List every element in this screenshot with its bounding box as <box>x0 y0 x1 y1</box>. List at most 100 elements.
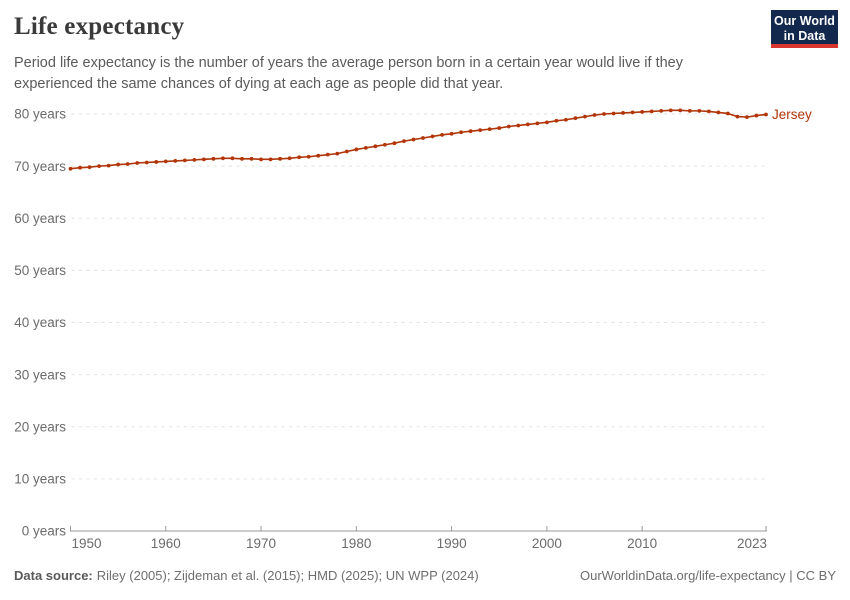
data-point[interactable] <box>554 118 559 123</box>
data-point[interactable] <box>230 156 235 161</box>
data-point[interactable] <box>344 149 349 154</box>
data-point[interactable] <box>544 120 549 125</box>
y-axis-tick-label: 0 years <box>22 524 67 539</box>
data-point[interactable] <box>754 113 759 118</box>
data-point[interactable] <box>383 142 387 147</box>
data-point[interactable] <box>78 165 82 170</box>
data-point[interactable] <box>354 147 359 152</box>
data-point[interactable] <box>173 159 178 163</box>
data-point[interactable] <box>240 156 244 161</box>
x-axis-tick-label: 1960 <box>151 536 181 551</box>
data-point[interactable] <box>602 112 606 116</box>
data-point[interactable] <box>630 110 635 115</box>
data-point[interactable] <box>449 131 454 136</box>
page-title: Life expectancy <box>14 13 185 40</box>
data-point[interactable] <box>221 156 225 161</box>
x-axis-tick-label: 2000 <box>532 536 562 551</box>
data-point[interactable] <box>468 129 473 134</box>
data-point[interactable] <box>745 115 749 120</box>
x-axis-tick-label: 2023 <box>737 536 767 551</box>
data-point[interactable] <box>268 157 273 162</box>
data-point[interactable] <box>564 117 568 122</box>
data-point[interactable] <box>116 162 121 167</box>
data-point[interactable] <box>706 109 711 114</box>
data-point[interactable] <box>440 132 444 137</box>
data-point[interactable] <box>659 108 664 113</box>
data-point[interactable] <box>535 121 540 126</box>
data-point[interactable] <box>516 123 521 128</box>
data-point[interactable] <box>306 154 311 159</box>
data-source-label: Data source: <box>14 568 93 583</box>
data-point[interactable] <box>459 130 464 135</box>
y-axis-tick-label: 30 years <box>14 367 66 382</box>
owid-logo[interactable]: Our World in Data <box>771 10 838 48</box>
data-point[interactable] <box>106 163 111 168</box>
data-point[interactable] <box>402 139 406 144</box>
data-point[interactable] <box>163 159 168 164</box>
data-point[interactable] <box>68 166 73 171</box>
data-point[interactable] <box>373 144 378 149</box>
series-label-jersey[interactable]: Jersey <box>772 107 812 122</box>
data-point[interactable] <box>668 108 673 113</box>
data-point[interactable] <box>678 108 683 113</box>
y-axis-tick-label: 20 years <box>14 419 66 434</box>
data-point[interactable] <box>325 152 330 157</box>
y-axis-tick-label: 40 years <box>14 315 66 330</box>
data-point[interactable] <box>573 116 578 121</box>
y-axis-tick-label: 80 years <box>14 107 66 122</box>
data-point[interactable] <box>392 141 397 146</box>
owid-logo-line1: Our World <box>774 14 835 28</box>
data-point[interactable] <box>764 112 768 117</box>
data-point[interactable] <box>506 124 511 129</box>
data-point[interactable] <box>497 126 502 130</box>
data-point[interactable] <box>697 108 702 113</box>
y-axis-tick-label: 60 years <box>14 211 66 226</box>
data-point[interactable] <box>259 157 263 162</box>
data-point[interactable] <box>87 165 92 170</box>
data-point[interactable] <box>316 153 321 158</box>
data-point[interactable] <box>525 122 530 127</box>
data-point[interactable] <box>201 157 206 162</box>
data-point[interactable] <box>363 145 368 150</box>
data-point[interactable] <box>278 156 283 161</box>
x-axis-tick-label: 1950 <box>72 536 102 551</box>
data-point[interactable] <box>487 127 492 132</box>
data-point[interactable] <box>611 111 616 116</box>
data-point[interactable] <box>478 128 483 133</box>
data-point[interactable] <box>192 157 197 162</box>
y-axis-tick-label: 70 years <box>14 159 66 174</box>
data-point[interactable] <box>716 110 721 115</box>
data-source-text: Riley (2005); Zijdeman et al. (2015); HM… <box>96 568 479 583</box>
data-point[interactable] <box>430 134 435 139</box>
data-point[interactable] <box>287 156 292 161</box>
x-axis-tick-label: 1970 <box>246 536 276 551</box>
data-point[interactable] <box>335 151 340 156</box>
data-point[interactable] <box>621 111 625 115</box>
data-point[interactable] <box>725 111 730 116</box>
owid-logo-line2: in Data <box>783 29 826 43</box>
data-point[interactable] <box>97 164 101 169</box>
data-point[interactable] <box>421 136 425 140</box>
data-point[interactable] <box>211 156 216 161</box>
data-point[interactable] <box>649 109 654 114</box>
license-note[interactable]: OurWorldinData.org/life-expectancy | CC … <box>579 568 836 583</box>
data-point[interactable] <box>687 108 692 113</box>
data-point[interactable] <box>135 161 140 165</box>
data-point[interactable] <box>249 156 254 161</box>
data-point[interactable] <box>640 110 645 114</box>
data-point[interactable] <box>583 114 587 119</box>
data-point[interactable] <box>144 160 149 165</box>
data-point[interactable] <box>735 114 740 119</box>
data-point[interactable] <box>411 137 416 142</box>
data-point[interactable] <box>592 113 597 117</box>
data-point[interactable] <box>154 160 159 164</box>
y-axis-tick-label: 10 years <box>14 472 66 487</box>
data-point[interactable] <box>182 158 187 163</box>
data-point[interactable] <box>125 162 130 166</box>
data-point[interactable] <box>297 155 302 160</box>
data-source-note: Data source: Riley (2005); Zijdeman et al… <box>14 568 479 583</box>
x-axis-tick-label: 2010 <box>627 536 657 551</box>
y-axis-tick-label: 50 years <box>14 263 66 278</box>
